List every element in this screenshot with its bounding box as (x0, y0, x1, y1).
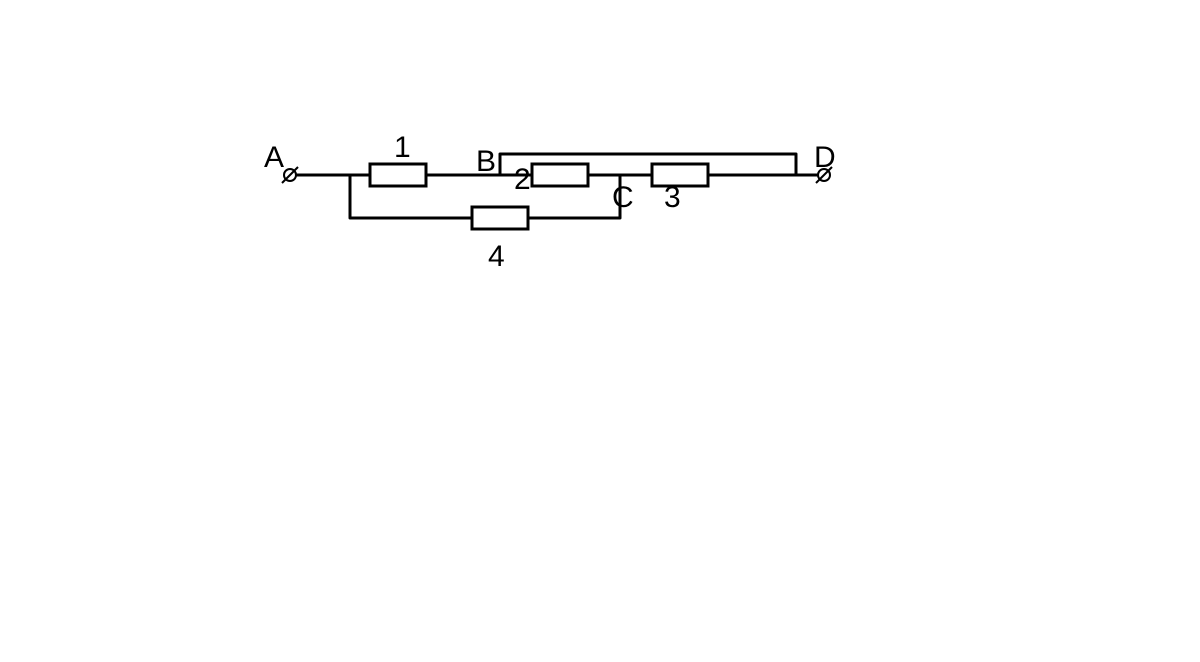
circuit-diagram: 1 2 3 4 A B C D (0, 0, 1200, 662)
resistor-2 (532, 164, 588, 186)
node-label-B: B (476, 145, 496, 178)
resistor-label-2: 2 (514, 163, 531, 196)
resistor-label-1: 1 (394, 131, 411, 164)
node-label-D: D (814, 141, 836, 174)
node-label-C: C (612, 181, 634, 214)
resistor-1 (370, 164, 426, 186)
node-label-A: A (264, 141, 284, 174)
resistor-label-3: 3 (664, 181, 681, 214)
resistor-label-4: 4 (488, 240, 505, 273)
resistor-4 (472, 207, 528, 229)
